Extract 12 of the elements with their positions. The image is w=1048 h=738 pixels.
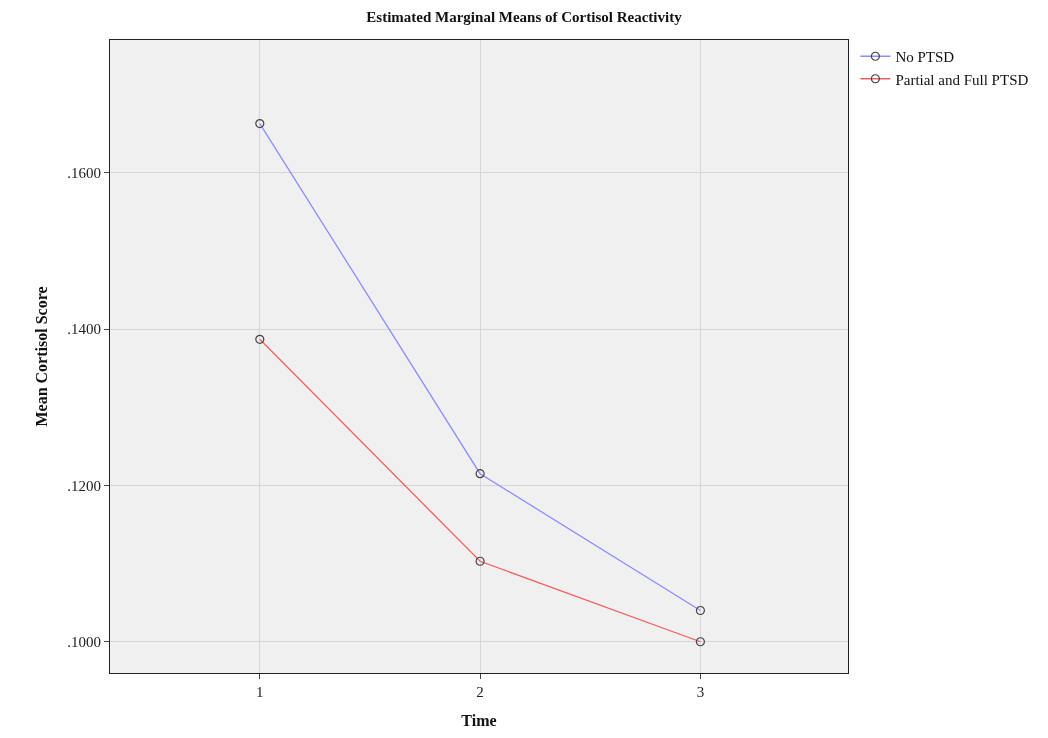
y-tick-label: .1000: [67, 633, 101, 650]
legend-label: Partial and Full PTSD: [895, 71, 1029, 88]
chart-title: Estimated Marginal Means of Cortisol Reactivity: [366, 8, 683, 25]
legend-label: No PTSD: [895, 49, 955, 66]
x-tick-label: 3: [696, 684, 705, 700]
y-tick-label: .1600: [67, 165, 101, 182]
y-axis-title: Mean Cortisol Score: [33, 286, 51, 427]
y-tick-label: .1400: [67, 321, 101, 338]
x-axis-title: Time: [461, 711, 497, 729]
x-tick-label: 2: [476, 684, 484, 700]
y-tick-label: .1200: [67, 477, 101, 494]
x-tick-label: 1: [256, 684, 264, 700]
